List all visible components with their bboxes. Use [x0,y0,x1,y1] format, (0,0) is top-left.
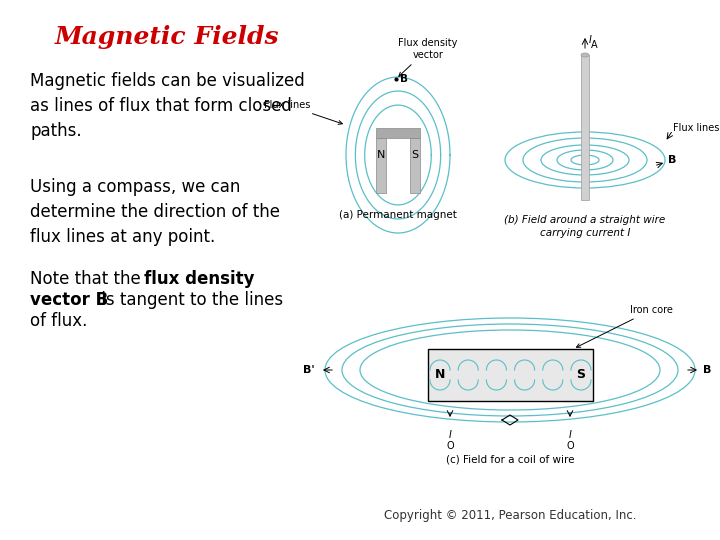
Text: A: A [591,40,598,50]
Text: B: B [703,365,711,375]
Text: Flux lines: Flux lines [673,123,719,133]
FancyBboxPatch shape [428,349,593,401]
Text: Iron core: Iron core [577,305,673,347]
Text: Flux density
vector: Flux density vector [398,38,458,76]
Bar [376,128,420,138]
Bar [376,138,386,193]
Text: of flux.: of flux. [30,312,87,330]
Text: I: I [589,35,592,45]
Text: is tangent to the lines: is tangent to the lines [96,291,283,309]
Text: flux density: flux density [144,270,254,288]
Text: Magnetic Fields: Magnetic Fields [55,25,279,49]
Text: vector B: vector B [30,291,108,309]
Ellipse shape [581,53,589,57]
Text: Using a compass, we can
determine the direction of the
flux lines at any point.: Using a compass, we can determine the di… [30,178,280,246]
Bar [581,55,589,200]
Text: O: O [446,441,454,451]
Text: B: B [668,155,676,165]
Text: Flux lines: Flux lines [264,100,342,124]
Text: S: S [577,368,585,381]
Text: S: S [411,150,418,160]
Text: Copyright © 2011, Pearson Education, Inc.: Copyright © 2011, Pearson Education, Inc… [384,509,636,522]
Text: N: N [377,150,385,160]
Text: I: I [569,430,572,440]
Bar [410,138,420,193]
Text: B': B' [303,365,315,375]
Text: Magnetic fields can be visualized
as lines of flux that form closed
paths.: Magnetic fields can be visualized as lin… [30,72,305,140]
Text: (c) Field for a coil of wire: (c) Field for a coil of wire [446,455,575,465]
Text: (a) Permanent magnet: (a) Permanent magnet [339,210,457,220]
Text: O: O [566,441,574,451]
Text: B: B [400,74,408,84]
Text: N: N [435,368,445,381]
Text: (b) Field around a straight wire
carrying current I: (b) Field around a straight wire carryin… [505,215,665,238]
Text: I: I [449,430,451,440]
Text: Note that the: Note that the [30,270,146,288]
